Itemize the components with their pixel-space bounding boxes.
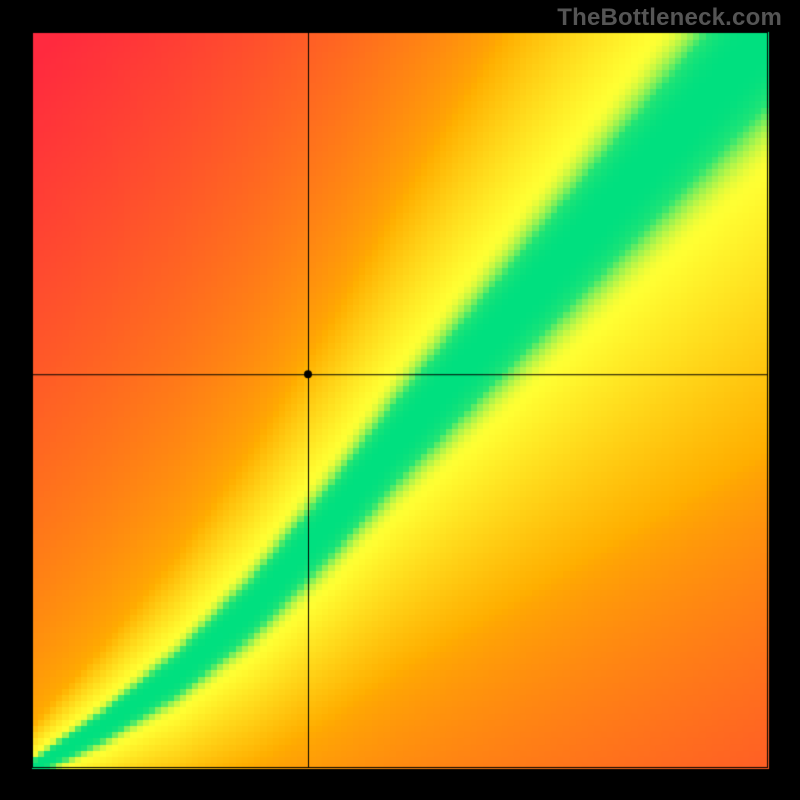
bottleneck-heatmap xyxy=(0,0,800,800)
watermark-text: TheBottleneck.com xyxy=(557,4,782,32)
chart-container: TheBottleneck.com xyxy=(0,0,800,800)
